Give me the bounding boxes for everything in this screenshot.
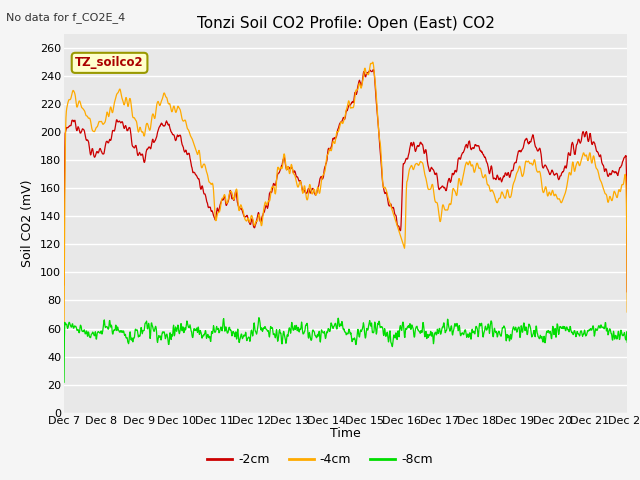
Y-axis label: Soil CO2 (mV): Soil CO2 (mV) bbox=[21, 180, 35, 267]
Legend: -2cm, -4cm, -8cm: -2cm, -4cm, -8cm bbox=[202, 448, 438, 471]
Title: Tonzi Soil CO2 Profile: Open (East) CO2: Tonzi Soil CO2 Profile: Open (East) CO2 bbox=[196, 16, 495, 31]
Text: No data for f_CO2E_4: No data for f_CO2E_4 bbox=[6, 12, 125, 23]
Text: TZ_soilco2: TZ_soilco2 bbox=[76, 56, 144, 69]
X-axis label: Time: Time bbox=[330, 427, 361, 440]
